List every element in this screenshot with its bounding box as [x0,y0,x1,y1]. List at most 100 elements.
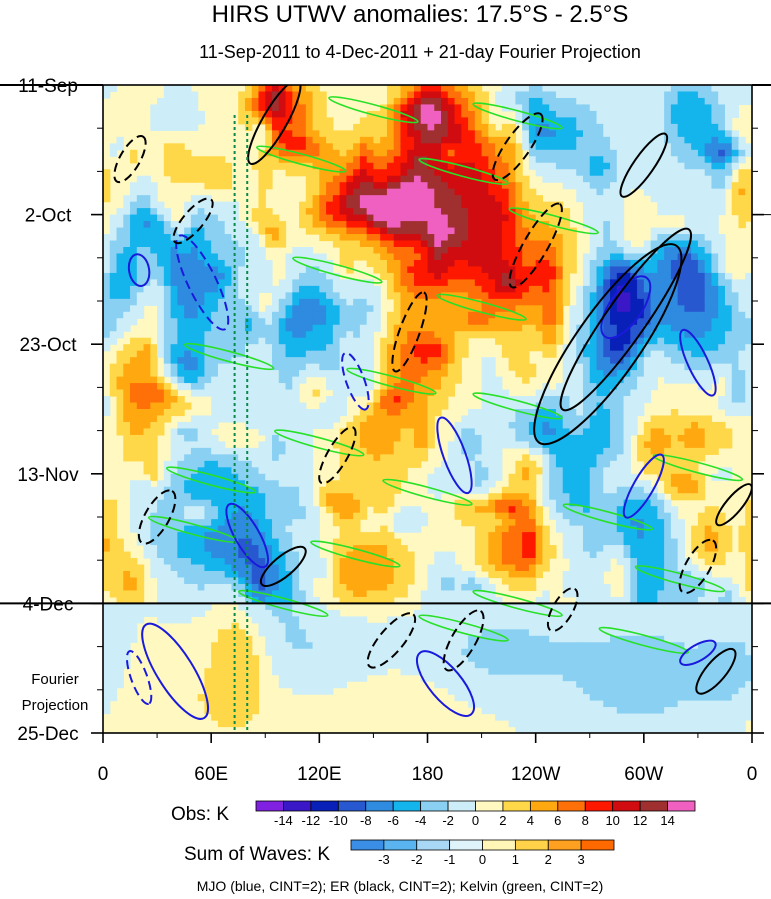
anomaly-cell [623,344,631,352]
anomaly-cell [691,318,699,326]
anomaly-cell [130,376,138,384]
anomaly-cell [441,259,449,268]
anomaly-cell [393,396,402,404]
anomaly-cell [616,383,625,391]
anomaly-cell [474,169,483,177]
anomaly-cell [589,240,598,248]
anomaly-cell [211,182,219,190]
anomaly-cell [596,428,604,436]
anomaly-cell [528,97,537,106]
anomaly-cell [447,324,456,332]
anomaly-cell [217,279,226,287]
anomaly-cell [501,272,510,280]
anomaly-cell [589,292,598,300]
anomaly-cell [488,370,496,378]
anomaly-cell [393,421,402,430]
anomaly-cell [441,486,449,494]
anomaly-cell [454,201,462,209]
anomaly-cell [380,415,388,423]
anomaly-cell [657,195,665,203]
anomaly-cell [217,214,226,222]
anomaly-cell [116,311,124,319]
anomaly-cell [265,85,273,93]
anomaly-cell [305,110,314,118]
anomaly-cell [596,480,604,488]
anomaly-cell [238,247,246,255]
anomaly-cell [596,370,604,378]
anomaly-cell [157,421,165,430]
anomaly-cell [265,285,273,293]
anomaly-cell [528,123,537,131]
anomaly-cell [150,234,158,242]
anomaly-cell [623,136,631,144]
anomaly-cell [501,324,510,332]
anomaly-cell [258,188,266,196]
anomaly-cell [150,182,158,190]
anomaly-cell [684,104,692,112]
anomaly-cell [745,175,752,183]
anomaly-cell [238,344,246,352]
anomaly-cell [217,234,226,242]
anomaly-cell [711,363,719,371]
anomaly-cell [664,486,672,494]
anomaly-cell [569,130,577,138]
anomaly-cell [251,240,260,248]
anomaly-cell [589,279,598,287]
anomaly-cell [224,182,233,190]
anomaly-cell [130,389,138,397]
anomaly-cell [549,259,557,268]
anomaly-cell [400,91,408,99]
anomaly-cell [495,441,503,449]
anomaly-cell [454,162,462,170]
anomaly-cell [630,149,638,157]
anomaly-cell [670,428,679,436]
anomaly-cell [116,234,124,242]
anomaly-cell [258,493,266,501]
anomaly-cell [670,253,679,261]
anomaly-cell [718,402,726,410]
anomaly-cell [305,344,314,352]
anomaly-cell [238,460,246,468]
anomaly-cell [393,214,402,222]
anomaly-cell [143,363,151,371]
anomaly-cell [691,201,699,209]
anomaly-cell [299,305,307,313]
anomaly-cell [251,97,260,106]
anomaly-cell [299,149,307,157]
anomaly-cell [488,441,496,449]
anomaly-cell [657,182,665,190]
anomaly-cell [136,415,145,423]
anomaly-cell [393,350,402,358]
anomaly-cell [407,208,415,216]
anomaly-cell [244,473,253,481]
anomaly-cell [508,350,516,358]
anomaly-cell [623,486,631,494]
anomaly-cell [616,85,625,93]
anomaly-cell [143,272,151,280]
anomaly-cell [468,104,476,112]
anomaly-cell [704,110,713,118]
anomaly-cell [339,240,347,248]
anomaly-cell [718,292,726,300]
anomaly-cell [441,324,449,332]
anomaly-cell [319,110,327,118]
anomaly-cell [731,298,740,306]
anomaly-cell [427,221,435,229]
anomaly-cell [576,104,584,112]
anomaly-cell [380,169,388,177]
anomaly-cell [326,324,334,332]
anomaly-cell [555,460,564,468]
anomaly-cell [265,182,273,190]
anomaly-cell [454,188,462,196]
anomaly-cell [150,208,158,216]
anomaly-cell [190,486,199,494]
anomaly-cell [184,363,192,371]
anomaly-cell [238,486,246,494]
anomaly-cell [258,473,266,481]
anomaly-cell [495,305,503,313]
anomaly-cell [704,214,713,222]
anomaly-cell [319,117,327,125]
anomaly-cell [637,110,645,118]
anomaly-cell [413,104,422,112]
anomaly-cell [197,480,206,488]
